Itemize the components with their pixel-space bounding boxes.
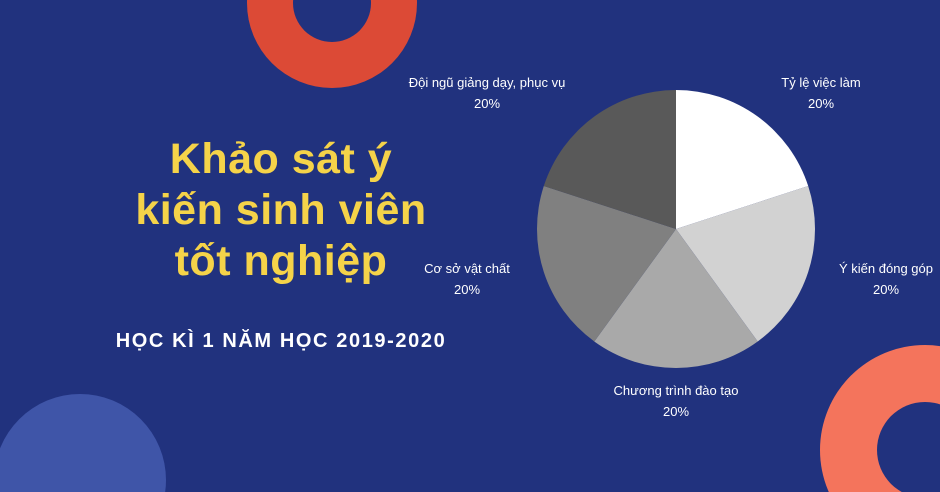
pie-slice xyxy=(676,90,809,229)
pie-label-facility: Cơ sở vật chất 20% xyxy=(408,258,526,300)
pie-label-job-value: 20% xyxy=(807,96,835,111)
pie-label-job: Tỷ lệ việc làm 20% xyxy=(761,72,881,114)
pie-label-facility-value: 20% xyxy=(453,282,481,297)
pie-label-teaching-value: 20% xyxy=(473,96,501,111)
pie-label-facility-name: Cơ sở vật chất xyxy=(424,261,510,276)
pie-label-feedback-name: Ý kiến đóng góp xyxy=(839,261,933,276)
pie-slice xyxy=(537,186,676,342)
pie-slice xyxy=(543,90,676,229)
pie-label-feedback-value: 20% xyxy=(872,282,900,297)
pie-chart-svg xyxy=(537,90,815,368)
headline-line-3: tốt nghiệp xyxy=(174,237,388,285)
page-subtitle: HỌC KÌ 1 NĂM HỌC 2019-2020 xyxy=(115,330,447,352)
pie-label-job-name: Tỷ lệ việc làm xyxy=(781,75,861,90)
decorative-circle-bottom-left xyxy=(0,394,166,492)
pie-slice xyxy=(676,186,815,342)
headline-line-2: kiến sinh viên xyxy=(135,186,427,234)
pie-label-program-value: 20% xyxy=(662,404,690,419)
pie-label-teaching-name: Đội ngũ giảng dạy, phục vụ xyxy=(408,75,566,90)
pie-label-teaching: Đội ngũ giảng dạy, phục vụ 20% xyxy=(392,72,582,114)
pie-chart xyxy=(537,90,815,368)
pie-slice xyxy=(594,229,758,368)
headline-line-1: Khảo sát ý xyxy=(169,135,393,183)
pie-label-program-name: Chương trình đào tạo xyxy=(613,383,739,398)
decorative-donut-bottom-right xyxy=(820,345,940,492)
pie-label-feedback: Ý kiến đóng góp 20% xyxy=(831,258,940,300)
page-title: Khảo sát ý kiến sinh viên tốt nghiệp xyxy=(96,134,466,287)
pie-label-program: Chương trình đào tạo 20% xyxy=(591,380,761,422)
